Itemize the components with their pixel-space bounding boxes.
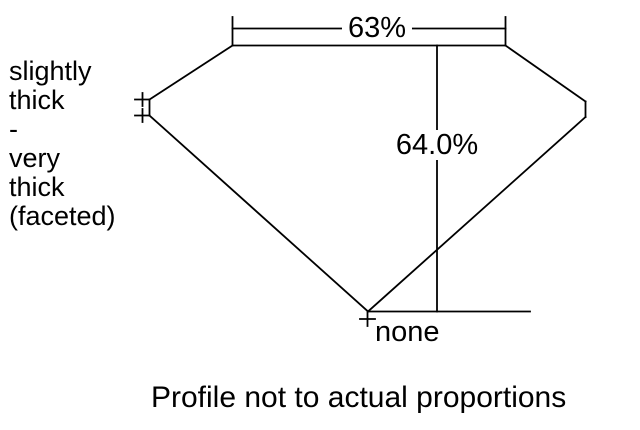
- girdle-label-line-2: thick: [9, 85, 65, 115]
- culet-label: none: [375, 316, 440, 348]
- girdle-label-line-4: very: [9, 143, 61, 173]
- girdle-label-line-3: -: [9, 114, 18, 144]
- girdle-label-line-6: (faceted): [9, 201, 116, 231]
- footer-note: Profile not to actual proportions: [151, 381, 567, 414]
- girdle-label-line-1: slightly: [9, 56, 92, 86]
- girdle-label-line-5: thick: [9, 172, 65, 202]
- table-width-label: 63%: [341, 13, 413, 43]
- crown-line-left: [148, 44, 234, 101]
- pavilion-line-right: [366, 115, 587, 313]
- girdle-thickness-label: slightly thick - very thick (faceted): [9, 57, 116, 231]
- crown-line-right: [504, 44, 587, 103]
- depth-percent-label: 64.0%: [389, 130, 485, 160]
- pavilion-line-left: [148, 114, 370, 313]
